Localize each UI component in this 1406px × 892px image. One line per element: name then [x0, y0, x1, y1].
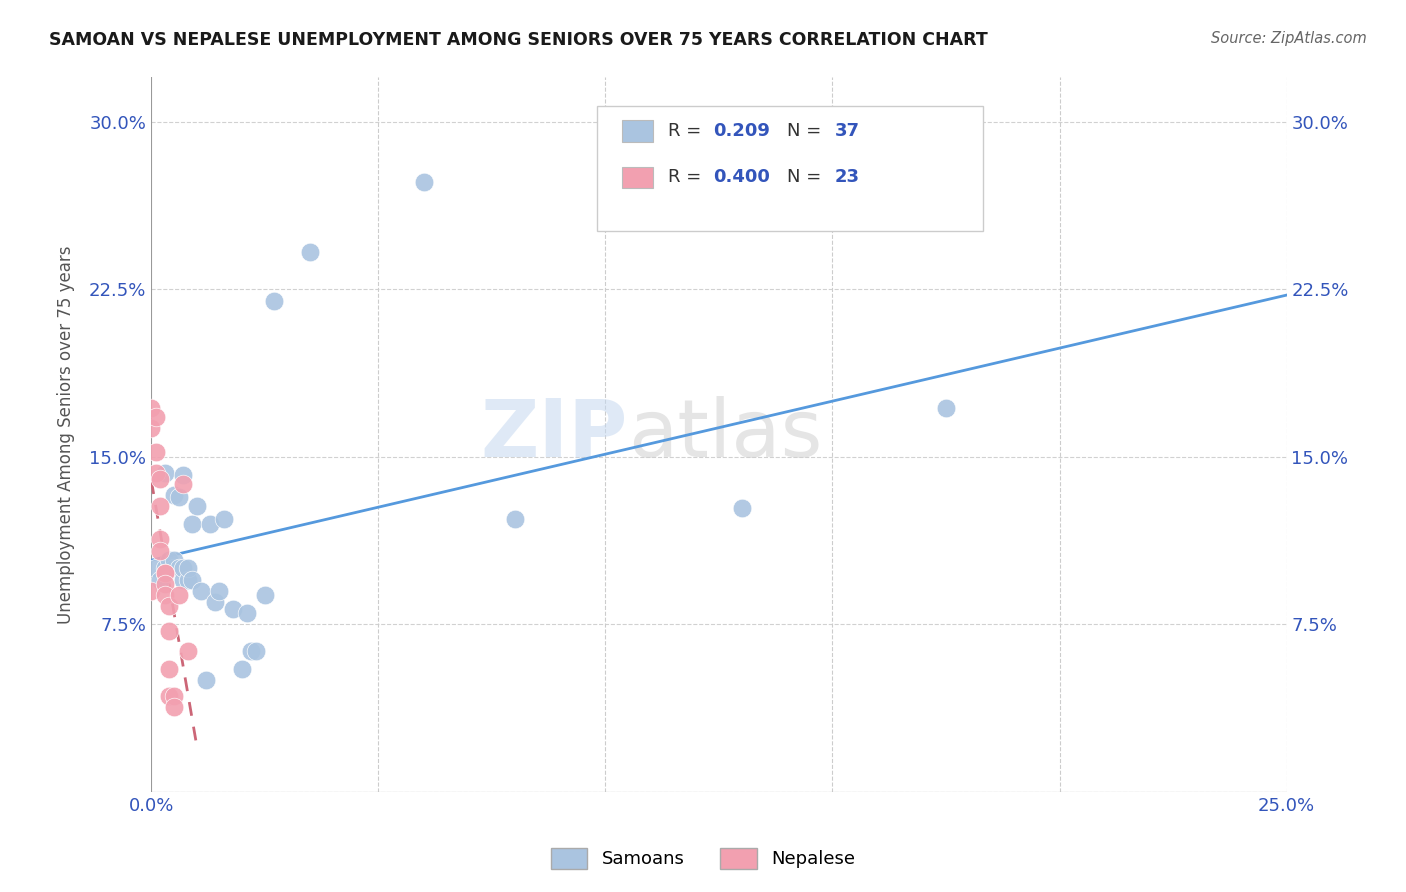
- Point: [159, 624, 181, 638]
- Text: N =: N =: [787, 122, 827, 140]
- Point: [153, 566, 176, 580]
- Point: [159, 662, 181, 676]
- Text: ZIP: ZIP: [481, 395, 628, 474]
- Text: 37: 37: [835, 122, 859, 140]
- Text: 23: 23: [835, 169, 859, 186]
- Text: atlas: atlas: [628, 395, 823, 474]
- Point: [235, 606, 257, 620]
- Point: [176, 561, 198, 575]
- Text: R =: R =: [668, 169, 707, 186]
- Point: [163, 488, 186, 502]
- Point: [176, 644, 198, 658]
- Point: [176, 573, 198, 587]
- FancyBboxPatch shape: [598, 106, 983, 231]
- Point: [163, 552, 186, 566]
- Point: [172, 467, 194, 482]
- Point: [253, 588, 276, 602]
- Point: [159, 552, 181, 566]
- Point: [412, 175, 434, 189]
- Text: 0.209: 0.209: [713, 122, 770, 140]
- Point: [204, 595, 226, 609]
- Point: [167, 561, 190, 575]
- Point: [200, 516, 222, 531]
- Point: [141, 583, 163, 598]
- Point: [153, 561, 176, 575]
- Point: [145, 409, 167, 424]
- Point: [149, 499, 172, 513]
- Text: Source: ZipAtlas.com: Source: ZipAtlas.com: [1211, 31, 1367, 46]
- Point: [153, 577, 176, 591]
- Point: [172, 476, 194, 491]
- Point: [167, 588, 190, 602]
- Point: [153, 466, 176, 480]
- Point: [149, 472, 172, 486]
- Point: [163, 699, 186, 714]
- Point: [149, 573, 172, 587]
- Text: R =: R =: [668, 122, 707, 140]
- Point: [153, 588, 176, 602]
- Point: [190, 583, 212, 598]
- FancyBboxPatch shape: [623, 120, 654, 142]
- Point: [194, 673, 217, 687]
- Point: [222, 601, 245, 615]
- Point: [935, 401, 957, 415]
- Point: [159, 561, 181, 575]
- Point: [145, 561, 167, 575]
- Point: [186, 499, 208, 513]
- Point: [181, 516, 204, 531]
- Point: [153, 566, 176, 580]
- Text: 0.400: 0.400: [713, 169, 770, 186]
- Point: [299, 244, 322, 259]
- Point: [141, 421, 163, 435]
- Y-axis label: Unemployment Among Seniors over 75 years: Unemployment Among Seniors over 75 years: [58, 245, 75, 624]
- Point: [163, 689, 186, 703]
- Point: [231, 662, 253, 676]
- Point: [145, 445, 167, 459]
- Point: [141, 401, 163, 415]
- Point: [167, 490, 190, 504]
- FancyBboxPatch shape: [623, 167, 654, 188]
- Point: [149, 533, 172, 547]
- Point: [730, 501, 752, 516]
- Point: [145, 466, 167, 480]
- Point: [245, 644, 267, 658]
- Point: [503, 512, 526, 526]
- Point: [172, 561, 194, 575]
- Point: [208, 583, 231, 598]
- Text: SAMOAN VS NEPALESE UNEMPLOYMENT AMONG SENIORS OVER 75 YEARS CORRELATION CHART: SAMOAN VS NEPALESE UNEMPLOYMENT AMONG SE…: [49, 31, 988, 49]
- Point: [212, 512, 235, 526]
- Text: N =: N =: [787, 169, 827, 186]
- Point: [159, 689, 181, 703]
- Legend: Samoans, Nepalese: Samoans, Nepalese: [544, 840, 862, 876]
- Point: [181, 573, 204, 587]
- Point: [163, 561, 186, 575]
- Point: [172, 573, 194, 587]
- Point: [149, 543, 172, 558]
- Point: [263, 293, 285, 308]
- Point: [159, 599, 181, 614]
- Point: [240, 644, 263, 658]
